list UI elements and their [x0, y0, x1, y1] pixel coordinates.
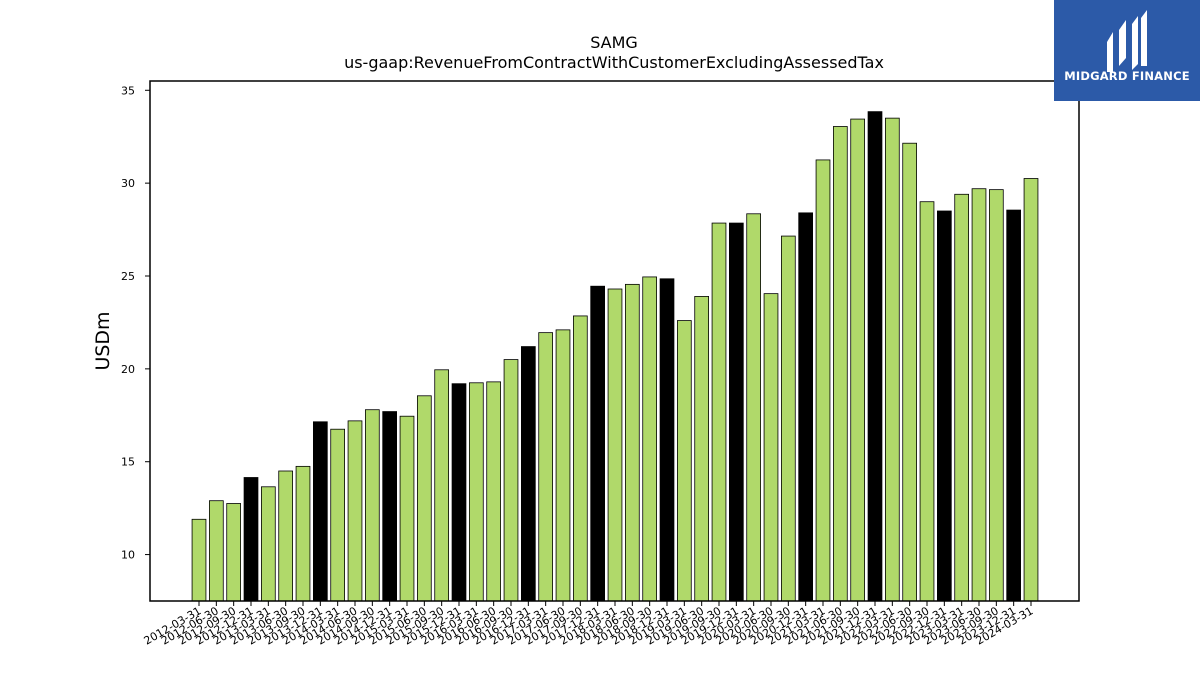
- plot-frame: [149, 80, 1080, 602]
- bar-2013-06-30: [278, 470, 294, 602]
- bar-2019-06-30: [694, 296, 709, 602]
- bar-2021-06-30: [833, 126, 848, 602]
- logo-text: MIDGARD FINANCE: [1064, 69, 1190, 83]
- bar-2014-09-30: [364, 409, 380, 602]
- bar-2023-06-30: [971, 188, 987, 602]
- bar-2022-03-31: [885, 117, 900, 602]
- bar-2017-03-31: [538, 332, 553, 602]
- y-tick-label: 25: [121, 270, 135, 283]
- bars: [191, 111, 1039, 602]
- bar-2013-12-31: [312, 421, 328, 602]
- bar-2012-03-31: [191, 518, 207, 602]
- bar-2012-09-30: [226, 503, 241, 602]
- bar-2015-09-30: [434, 369, 450, 602]
- y-tick-label: 15: [121, 456, 135, 469]
- bar-2015-06-30: [416, 395, 432, 602]
- bar-2022-09-30: [919, 201, 935, 602]
- bar-2020-09-30: [781, 235, 796, 602]
- bar-2014-03-31: [330, 428, 346, 602]
- bar-2016-03-31: [468, 382, 484, 602]
- bar-2019-12-31: [729, 222, 744, 602]
- bar-2018-12-31: [659, 278, 675, 602]
- midgard-finance-logo: MIDGARD FINANCE: [1054, 0, 1200, 101]
- bar-2021-12-31: [867, 111, 883, 602]
- bar-2015-12-31: [451, 383, 467, 602]
- bar-2015-03-31: [399, 415, 415, 602]
- bar-2018-09-30: [642, 276, 657, 602]
- bar-2017-12-31: [590, 285, 605, 602]
- bar-2018-03-31: [607, 288, 623, 602]
- bar-2013-09-30: [295, 465, 311, 602]
- bar-2014-12-31: [382, 411, 398, 602]
- bar-2019-09-30: [711, 222, 727, 602]
- bar-2016-09-30: [503, 359, 519, 602]
- y-tick-label: 20: [121, 363, 135, 376]
- y-tick-label: 35: [121, 84, 135, 97]
- bar-2022-06-30: [902, 142, 917, 602]
- bar-2019-03-31: [677, 320, 692, 602]
- bar-2021-03-31: [815, 159, 831, 602]
- bar-2014-06-30: [347, 420, 363, 602]
- bar-2017-06-30: [555, 329, 571, 602]
- bar-2023-09-30: [989, 189, 1004, 602]
- bar-2020-06-30: [763, 293, 779, 602]
- bar-2020-12-31: [798, 212, 813, 602]
- y-tick-label: 10: [121, 549, 135, 562]
- bar-2016-06-30: [486, 381, 502, 602]
- bar-2023-12-31: [1006, 209, 1021, 602]
- chart-subtitle: us-gaap:RevenueFromContractWithCustomerE…: [344, 53, 884, 72]
- bar-2012-06-30: [208, 500, 224, 602]
- y-axis-label: USDm: [92, 311, 114, 370]
- bar-2013-03-31: [260, 486, 276, 602]
- bar-2024-03-31: [1023, 178, 1039, 602]
- bar-2023-03-31: [954, 193, 969, 602]
- chart-title: SAMG: [590, 33, 638, 52]
- bar-2016-12-31: [521, 346, 536, 602]
- bar-2017-09-30: [573, 315, 588, 602]
- bar-2020-03-31: [746, 213, 761, 602]
- bar-2018-06-30: [625, 283, 640, 602]
- midgard-logo-icon: [1107, 10, 1147, 72]
- bar-2022-12-31: [937, 210, 952, 602]
- bar-2021-09-30: [850, 118, 865, 602]
- bar-2012-12-31: [243, 477, 259, 602]
- y-axis: 10 15 20 25 30 35: [121, 84, 150, 562]
- y-tick-label: 30: [121, 177, 135, 190]
- x-axis: 2012-03-312012-06-302012-09-302012-12-31…: [142, 601, 1036, 648]
